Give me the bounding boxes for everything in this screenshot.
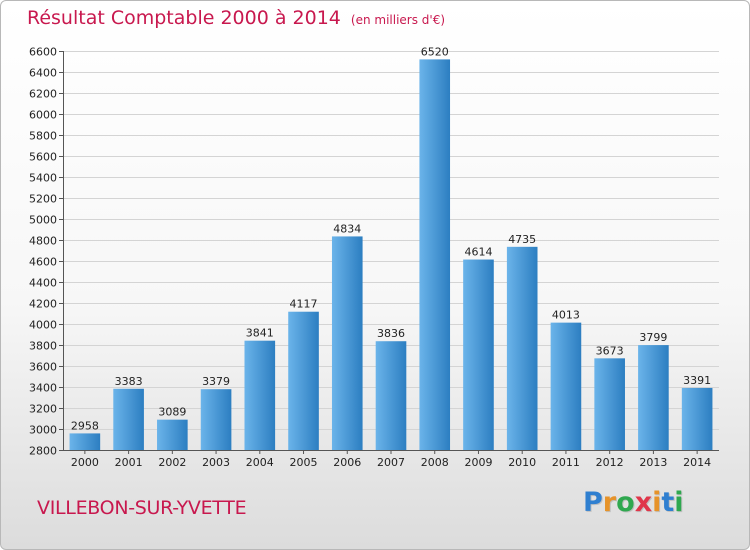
data-label: 3673: [596, 344, 624, 357]
y-tick-label: 5400: [29, 172, 57, 185]
bars: [69, 59, 713, 451]
bar: [638, 345, 669, 450]
data-label: 3841: [246, 327, 274, 340]
y-tick-label: 5000: [29, 214, 57, 227]
x-tick-label: 2014: [683, 456, 711, 469]
brand-logo-letter: i: [652, 487, 662, 518]
brand-logo-letter: o: [616, 487, 635, 518]
bar: [69, 433, 101, 450]
data-label: 3836: [377, 327, 405, 340]
bar: [200, 389, 232, 450]
y-tick-label: 3400: [29, 382, 57, 395]
x-tick-label: 2009: [464, 456, 492, 469]
y-tick-label: 4400: [29, 277, 57, 290]
chart-title: Résultat Comptable 2000 à 2014: [27, 7, 341, 29]
bar: [506, 246, 538, 450]
data-label: 3383: [115, 375, 143, 388]
x-tick-label: 2007: [377, 456, 405, 469]
y-tick-label: 6400: [29, 67, 57, 80]
bar: [157, 419, 188, 450]
data-label: 3391: [683, 374, 711, 387]
x-tick-label: 2006: [333, 456, 361, 469]
x-tick-label: 2013: [639, 456, 667, 469]
data-label: 2958: [71, 419, 99, 432]
x-tick-label: 2011: [552, 456, 580, 469]
chart-subtitle: (en milliers d'€): [350, 13, 446, 27]
y-tick-label: 6600: [29, 46, 57, 59]
x-tick-label: 2004: [246, 456, 274, 469]
bar: [113, 388, 144, 450]
data-label: 4614: [464, 246, 492, 259]
y-tick-label: 5800: [29, 130, 57, 143]
data-label: 6520: [421, 45, 449, 58]
x-tick-label: 2005: [290, 456, 318, 469]
y-tick-label: 6200: [29, 88, 57, 101]
brand-logo-letter: t: [661, 487, 675, 518]
y-tick-label: 3800: [29, 340, 57, 353]
brand-logo-letter: P: [583, 487, 603, 518]
bar: [681, 387, 713, 450]
bar: [463, 259, 494, 450]
y-tick-label: 4600: [29, 256, 57, 269]
data-label: 3379: [202, 375, 230, 388]
y-tick-label: 3000: [29, 424, 57, 437]
data-label: 4117: [290, 298, 318, 311]
y-tick-label: 5600: [29, 151, 57, 164]
bar: [594, 358, 625, 450]
brand-logo: Proxiti: [583, 487, 684, 518]
brand-logo-letter: i: [674, 487, 684, 518]
y-tick-label: 2800: [29, 445, 57, 458]
data-label: 3089: [158, 406, 186, 419]
bar: [419, 59, 451, 451]
labels: 2958 3383 3089 3379 3841 4117 4834 3836 6520 4614…: [71, 45, 711, 432]
data-label: 4013: [552, 309, 580, 322]
x-tick-label: 2008: [421, 456, 449, 469]
data-label: 4735: [508, 233, 536, 246]
y-tick-label: 4800: [29, 235, 57, 248]
x-tick-label: 2002: [158, 456, 186, 469]
data-label: 4834: [333, 222, 361, 235]
chart-title-block: Résultat Comptable 2000 à 2014 (en millie…: [27, 7, 445, 29]
x-tick-label: 2001: [115, 456, 143, 469]
location-label: VILLEBON-SUR-YVETTE: [37, 497, 247, 519]
y-tick-label: 6000: [29, 109, 57, 122]
bar: [244, 340, 276, 450]
bar: [331, 236, 363, 450]
brand-logo-letter: x: [634, 487, 653, 518]
brand-logo-letter: r: [602, 487, 617, 518]
axes: 2800 3000 3200 3400 3600 3800 4000 4200 4400 4600…: [29, 46, 719, 469]
y-tick-label: 4200: [29, 298, 57, 311]
bar: [550, 322, 582, 450]
bar: [288, 311, 319, 450]
data-label: 3799: [639, 331, 667, 344]
x-tick-label: 2012: [596, 456, 624, 469]
x-tick-label: 2000: [71, 456, 99, 469]
y-tick-label: 3600: [29, 361, 57, 374]
y-tick-label: 3200: [29, 403, 57, 416]
x-tick-label: 2010: [508, 456, 536, 469]
bar: [375, 341, 407, 450]
x-tick-label: 2003: [202, 456, 230, 469]
y-tick-label: 5200: [29, 193, 57, 206]
y-tick-label: 4000: [29, 319, 57, 332]
